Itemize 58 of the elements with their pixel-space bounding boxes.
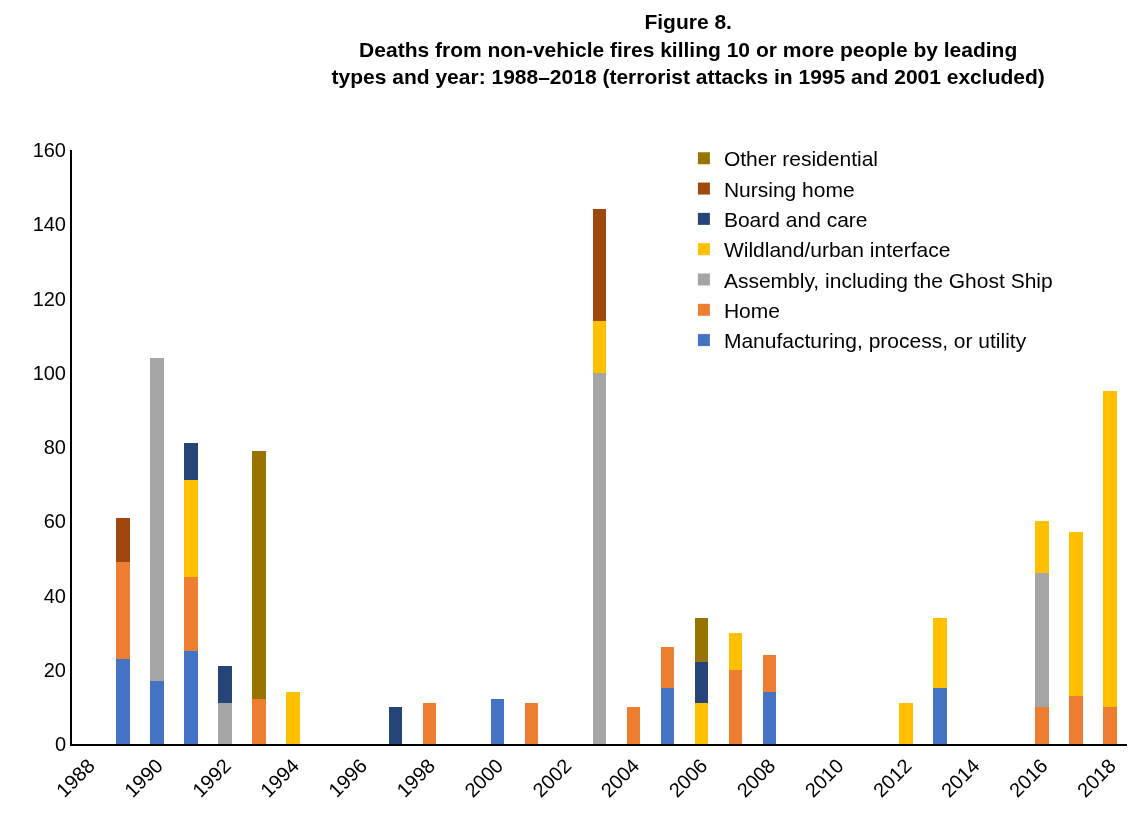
y-tick-label: 100 — [32, 361, 66, 384]
bar — [150, 680, 164, 744]
y-tick-label: 20 — [43, 658, 66, 681]
bar — [1069, 532, 1083, 696]
bar — [933, 688, 947, 744]
chart-title: Figure 8. Deaths from non-vehicle fires killing 10 or more people by leading types and year: 1988–2018 (terrorist attacks in 1995 and 2001 excluded) — [331, 10, 1045, 88]
bar — [1103, 391, 1117, 707]
legend-label: Other residential — [723, 147, 878, 171]
bar — [150, 357, 164, 681]
bar — [184, 443, 198, 481]
bar — [388, 706, 403, 744]
bar — [184, 480, 198, 577]
bar — [252, 699, 266, 744]
y-tick-label: 60 — [43, 510, 66, 533]
bar — [218, 703, 232, 744]
bar — [218, 666, 232, 704]
bar — [626, 706, 641, 744]
bar — [116, 562, 130, 659]
bar — [1103, 706, 1117, 744]
y-tick-label: 40 — [43, 584, 66, 607]
bar — [660, 688, 675, 744]
bar — [524, 703, 539, 744]
bar — [422, 703, 437, 744]
bar — [184, 651, 198, 744]
y-tick-label: 160 — [32, 139, 66, 161]
bar — [490, 699, 505, 744]
legend-label: Manufacturing, process, or utility — [723, 329, 1027, 353]
legend-label: Home — [723, 298, 780, 322]
bar — [694, 703, 709, 744]
y-tick-label: 140 — [32, 213, 66, 236]
legend-label: Nursing home — [723, 177, 855, 201]
bar — [728, 669, 743, 744]
bar — [694, 617, 709, 663]
bar — [1035, 706, 1049, 744]
legend-label: Assembly, including the Ghost Ship — [723, 268, 1053, 292]
bar — [116, 658, 130, 744]
legend-label: Wildland/urban interface — [723, 238, 951, 262]
bar — [898, 703, 913, 744]
bar — [933, 617, 947, 689]
y-tick-label: 120 — [32, 287, 66, 310]
bar — [116, 517, 130, 563]
y-tick-label: 80 — [43, 436, 66, 458]
bar — [660, 647, 675, 689]
y-tick-label: 0 — [54, 733, 66, 755]
bar — [1035, 573, 1049, 707]
legend-label: Board and care — [723, 208, 868, 232]
bar — [184, 576, 198, 652]
bar — [592, 209, 607, 321]
bar — [694, 662, 709, 704]
bar — [762, 654, 777, 693]
bar — [592, 320, 607, 373]
bar — [252, 450, 266, 700]
bar — [1035, 521, 1049, 574]
bar — [286, 692, 301, 744]
bar — [1069, 695, 1083, 744]
bar — [728, 632, 743, 670]
bar — [592, 372, 607, 744]
bar — [762, 692, 777, 744]
